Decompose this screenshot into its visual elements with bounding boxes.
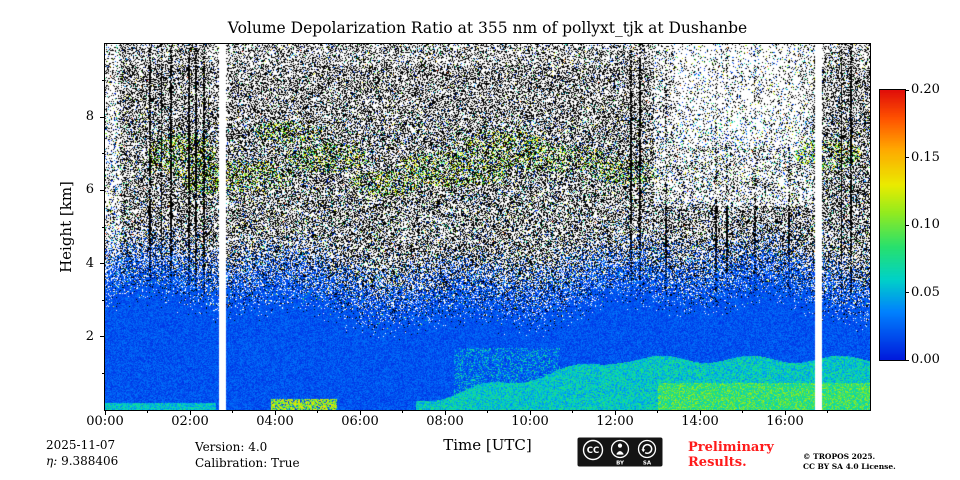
colorbar-tick-label: 0.10 xyxy=(911,217,940,232)
colorbar-tick-label: 0.20 xyxy=(911,82,940,97)
x-major-tick xyxy=(359,410,361,415)
y-minor-tick xyxy=(102,80,105,82)
x-major-tick xyxy=(274,410,276,415)
x-tick-label: 08:00 xyxy=(426,414,464,429)
preliminary-line1: Preliminary xyxy=(688,440,774,455)
cc-sa-icon xyxy=(637,439,657,459)
date-eta-block: 2025-11-07 η: 9.388406 xyxy=(46,437,118,469)
x-minor-tick xyxy=(232,410,233,413)
y-minor-tick xyxy=(102,153,105,155)
x-tick-label: 12:00 xyxy=(596,414,634,429)
eta-value-line: η: 9.388406 xyxy=(46,453,118,469)
x-tick-label: 16:00 xyxy=(766,414,804,429)
x-minor-tick xyxy=(572,410,573,413)
y-minor-tick xyxy=(102,226,105,228)
colorbar-tick-label: 0.00 xyxy=(911,352,940,367)
measurement-date: 2025-11-07 xyxy=(46,438,116,452)
svg-text:CC: CC xyxy=(587,446,599,456)
x-minor-tick xyxy=(827,410,828,413)
chart-title: Volume Depolarization Ratio at 355 nm of… xyxy=(227,19,748,37)
cc-license-badge: CC BY SA xyxy=(577,437,663,467)
colorbar-tick xyxy=(905,224,909,226)
version-line: Version: 4.0 xyxy=(195,440,268,454)
x-axis-label: Time [UTC] xyxy=(443,436,532,454)
x-major-tick xyxy=(444,410,446,415)
x-minor-tick xyxy=(402,410,403,413)
x-minor-tick xyxy=(742,410,743,413)
preliminary-line2: Results. xyxy=(688,455,747,470)
colorbar-tick-label: 0.15 xyxy=(911,149,940,165)
x-major-tick xyxy=(529,410,531,415)
eta-symbol: η: xyxy=(46,454,58,468)
cc-icon: CC xyxy=(582,439,604,461)
x-tick-label: 04:00 xyxy=(256,414,294,429)
x-major-tick xyxy=(614,410,616,415)
version-block: Version: 4.0 Calibration: True xyxy=(195,439,300,471)
y-tick-label: 8 xyxy=(85,109,94,125)
y-tick-label: 2 xyxy=(85,328,94,344)
cc-by-person-icon xyxy=(610,439,630,459)
x-major-tick xyxy=(784,410,786,415)
x-tick-label: 06:00 xyxy=(341,414,379,429)
cc-by-label: BY xyxy=(616,461,625,467)
x-minor-tick xyxy=(317,410,318,413)
y-tick-label: 6 xyxy=(85,182,94,198)
x-major-tick xyxy=(104,410,106,415)
calibration-line: Calibration: True xyxy=(195,456,300,470)
x-tick-label: 14:00 xyxy=(681,414,719,429)
colorbar-tick xyxy=(905,157,909,158)
x-tick-label: 02:00 xyxy=(171,414,209,429)
y-major-tick xyxy=(100,263,105,265)
preliminary-note: Preliminary Results. xyxy=(688,440,774,470)
colorbar-tick xyxy=(905,359,909,361)
x-minor-tick xyxy=(657,410,658,413)
y-major-tick xyxy=(100,189,105,191)
colorbar-tick xyxy=(905,89,909,91)
y-tick-label: 4 xyxy=(85,255,94,271)
copyright-line: © TROPOS 2025. xyxy=(803,452,876,461)
x-minor-tick xyxy=(147,410,148,413)
y-minor-tick xyxy=(102,299,105,301)
y-major-tick xyxy=(100,116,105,118)
license-line: CC BY SA 4.0 License. xyxy=(803,461,896,471)
x-major-tick xyxy=(699,410,701,415)
x-minor-tick xyxy=(487,410,488,413)
copyright-block: © TROPOS 2025. CC BY SA 4.0 License. xyxy=(803,452,896,471)
x-major-tick xyxy=(189,410,191,415)
heatmap-canvas xyxy=(105,44,870,410)
x-tick-label: 10:00 xyxy=(511,414,549,429)
cc-sa-label: SA xyxy=(643,461,652,467)
eta-number: 9.388406 xyxy=(61,454,119,468)
colorbar-tick-label: 0.05 xyxy=(911,284,940,300)
colorbar-tick xyxy=(905,292,909,293)
x-tick-label: 00:00 xyxy=(86,414,124,429)
y-major-tick xyxy=(100,336,105,338)
colorbar-canvas xyxy=(880,90,905,360)
y-minor-tick xyxy=(102,372,105,374)
